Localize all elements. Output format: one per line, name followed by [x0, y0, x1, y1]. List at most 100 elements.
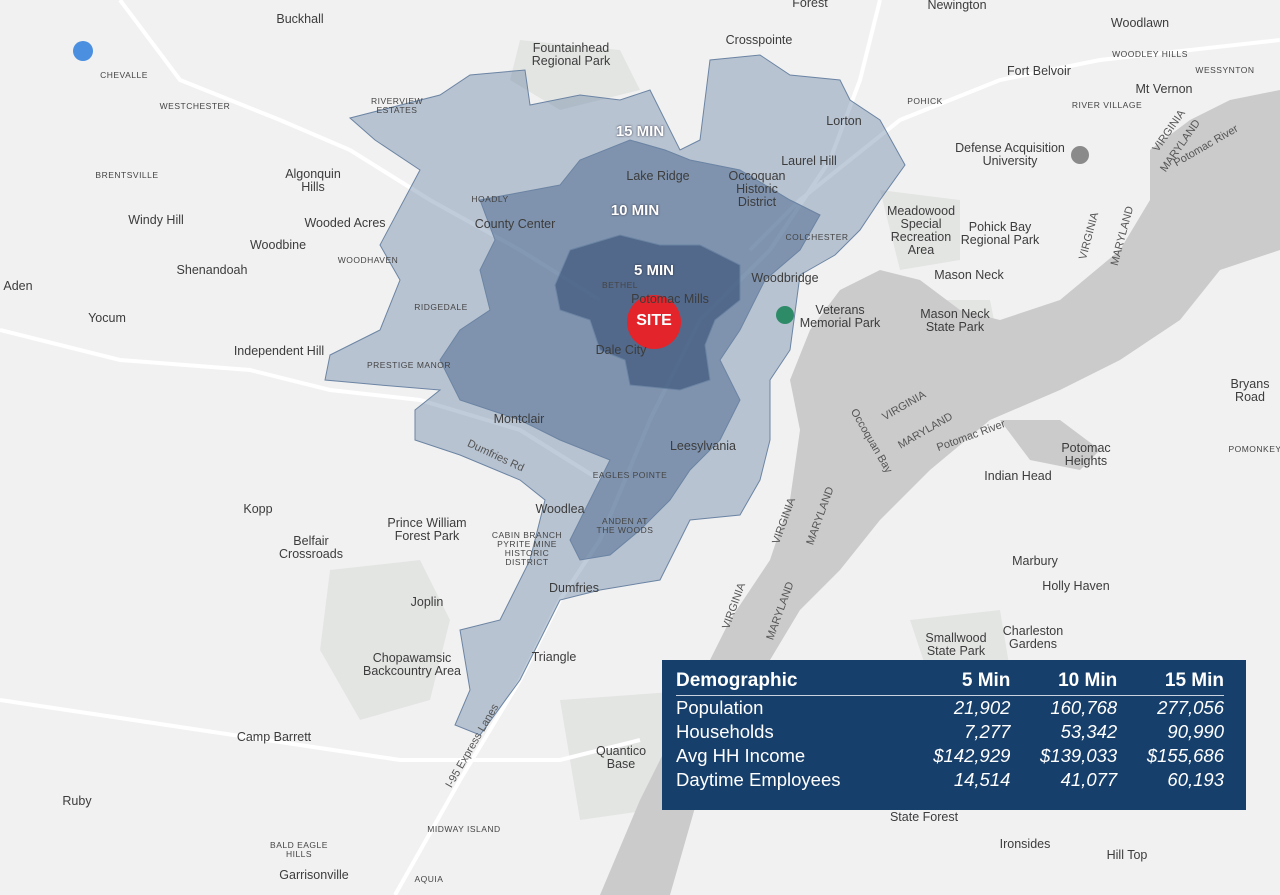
place-label: Defense Acquisition University: [955, 141, 1065, 168]
zone-label: 15 MIN: [615, 123, 665, 140]
table-row: Households 7,277 53,342 90,990: [676, 720, 1224, 744]
place-label: Camp Barrett: [236, 730, 312, 744]
place-label: POMONKEY: [1228, 444, 1280, 454]
place-label: County Center: [474, 217, 556, 231]
place-label: Pohick Bay Regional Park: [960, 220, 1040, 247]
place-label: Garrisonville: [279, 868, 349, 882]
place-label: BETHEL: [601, 280, 639, 290]
place-label: RIVER VILLAGE: [1071, 100, 1143, 110]
place-label: Fountainhead Regional Park: [531, 41, 611, 68]
place-label: Forest: [792, 0, 828, 10]
place-label: Hill Top: [1106, 848, 1148, 862]
place-label: BRENTSVILLE: [95, 170, 159, 180]
place-label: Joplin: [410, 595, 444, 609]
table-header: 10 Min: [1010, 670, 1118, 696]
place-label: Lorton: [826, 114, 862, 128]
university-icon: [1071, 146, 1089, 164]
place-label: MIDWAY ISLAND: [427, 824, 501, 834]
place-label: Marbury: [1012, 554, 1058, 568]
row-label: Daytime Employees: [676, 769, 841, 790]
table-value: 277,056: [1157, 697, 1224, 718]
table-header: 5 Min: [903, 670, 1011, 696]
place-label: Ruby: [62, 794, 92, 808]
place-label: Crosspointe: [725, 33, 793, 47]
airport-icon: [73, 41, 93, 61]
table-value: 53,342: [1060, 721, 1118, 742]
water: [600, 90, 1280, 895]
place-label: Mason Neck: [934, 268, 1004, 282]
table-row: Daytime Employees 14,514 41,077 60,193: [676, 768, 1224, 792]
place-label: Potomac Mills: [631, 292, 709, 306]
table-row: Population 21,902 160,768 277,056: [676, 696, 1224, 721]
place-label: Windy Hill: [128, 213, 184, 227]
place-label: RIDGEDALE: [414, 302, 468, 312]
row-label: Avg HH Income: [676, 745, 806, 766]
table: Demographic 5 Min 10 Min 15 Min Population 21…: [676, 670, 1224, 792]
place-label: Indian Head: [984, 469, 1052, 483]
place-label: Dale City: [595, 343, 647, 357]
place-label: Meadowood Special Recreation Area: [886, 204, 956, 257]
place-label: Lake Ridge: [626, 169, 690, 183]
place-label: Occoquan Historic District: [728, 169, 786, 209]
place-label: Woodbine: [249, 238, 307, 252]
place-label: Smallwood State Park: [925, 631, 987, 658]
place-label: Independent Hill: [233, 344, 325, 358]
row-label: Households: [676, 721, 774, 742]
table-value: 60,193: [1167, 769, 1224, 790]
place-label: POHICK: [907, 96, 943, 106]
table-value: 7,277: [964, 721, 1011, 742]
place-label: Aden: [3, 279, 33, 293]
place-label: PRESTIGE MANOR: [367, 360, 451, 370]
place-label: Buckhall: [276, 12, 324, 26]
place-label: CABIN BRANCH PYRITE MINE HISTORIC DISTRI…: [491, 530, 563, 567]
place-label: Quantico Base: [595, 744, 647, 771]
place-label: Kopp: [243, 502, 273, 516]
place-label: Shenandoah: [176, 263, 248, 277]
place-label: Laurel Hill: [781, 154, 837, 168]
place-label: WOODLEY HILLS: [1112, 49, 1188, 59]
place-label: Veterans Memorial Park: [799, 303, 881, 330]
place-label: State Forest: [889, 810, 959, 824]
place-label: Woodbridge: [751, 271, 819, 285]
place-label: Yocum: [88, 311, 126, 325]
place-label: Dumfries: [548, 581, 599, 595]
table-row: Avg HH Income $142,929 $139,033 $155,686: [676, 744, 1224, 768]
place-label: RIVERVIEW ESTATES: [370, 96, 424, 115]
demographic-table: Demographic 5 Min 10 Min 15 Min Population 21…: [662, 660, 1246, 810]
row-label: Population: [676, 697, 764, 718]
table-value: 41,077: [1060, 769, 1118, 790]
site-marker: [627, 295, 681, 349]
place-label: Newington: [927, 0, 987, 12]
place-label: Wooded Acres: [304, 216, 386, 230]
place-label: EAGLES POINTE: [592, 470, 668, 480]
place-label: BALD EAGLE HILLS: [270, 840, 328, 859]
place-label: WOODHAVEN: [337, 255, 399, 265]
place-label: Holly Haven: [1042, 579, 1110, 593]
table-header: 15 Min: [1117, 670, 1224, 696]
table-header: Demographic: [676, 670, 904, 696]
table-value: 21,902: [953, 697, 1011, 718]
place-label: Triangle: [531, 650, 577, 664]
place-label: Chopawamsic Backcountry Area: [363, 651, 461, 678]
park-icon: [776, 306, 794, 324]
place-label: Fort Belvoir: [1007, 64, 1071, 78]
place-label: AQUIA: [414, 874, 444, 884]
place-label: Woodlea: [535, 502, 585, 516]
table-value: 160,768: [1050, 697, 1118, 718]
table-value: 90,990: [1167, 721, 1224, 742]
place-label: Mt Vernon: [1135, 82, 1193, 96]
place-label: WESTCHESTER: [159, 101, 231, 111]
place-label: Bryans Road: [1230, 377, 1270, 404]
table-value: $139,033: [1040, 745, 1118, 766]
place-label: Woodlawn: [1110, 16, 1170, 30]
place-label: Prince William Forest Park: [387, 516, 467, 543]
place-label: HOADLY: [471, 194, 509, 204]
place-label: Mason Neck State Park: [920, 307, 990, 334]
place-label: Charleston Gardens: [1002, 624, 1064, 651]
place-label: CHEVALLE: [100, 70, 148, 80]
zone-label: 10 MIN: [610, 202, 660, 219]
place-label: Ironsides: [999, 837, 1051, 851]
place-label: COLCHESTER: [785, 232, 849, 242]
place-label: WESSYNTON: [1195, 65, 1255, 75]
